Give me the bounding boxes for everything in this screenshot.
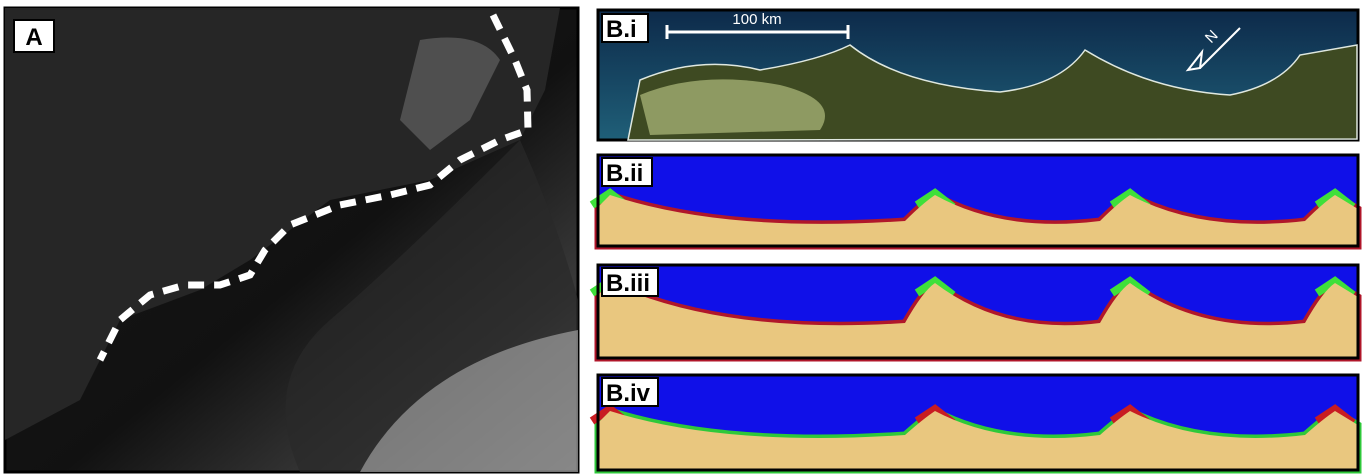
- figure: A 100 km N B.i B.ii B.iii B.iv: [0, 0, 1363, 475]
- model-panels: [592, 155, 1358, 470]
- model-panel: [592, 155, 1358, 246]
- panel-label: B.ii: [606, 160, 643, 187]
- model-panel: [592, 375, 1358, 470]
- panel-label: B.iv: [606, 380, 651, 407]
- panel-label: B.iii: [606, 270, 650, 297]
- panel-b-i: 100 km N: [598, 10, 1358, 140]
- model-panel: [592, 265, 1358, 358]
- panel-label: A: [25, 24, 42, 51]
- page: {"panel_a": {"label": "A"}, "panel_b": […: [0, 0, 1363, 475]
- scale-label: 100 km: [732, 11, 781, 28]
- panel-a: A: [5, 8, 578, 472]
- panel-label: B.i: [606, 16, 637, 43]
